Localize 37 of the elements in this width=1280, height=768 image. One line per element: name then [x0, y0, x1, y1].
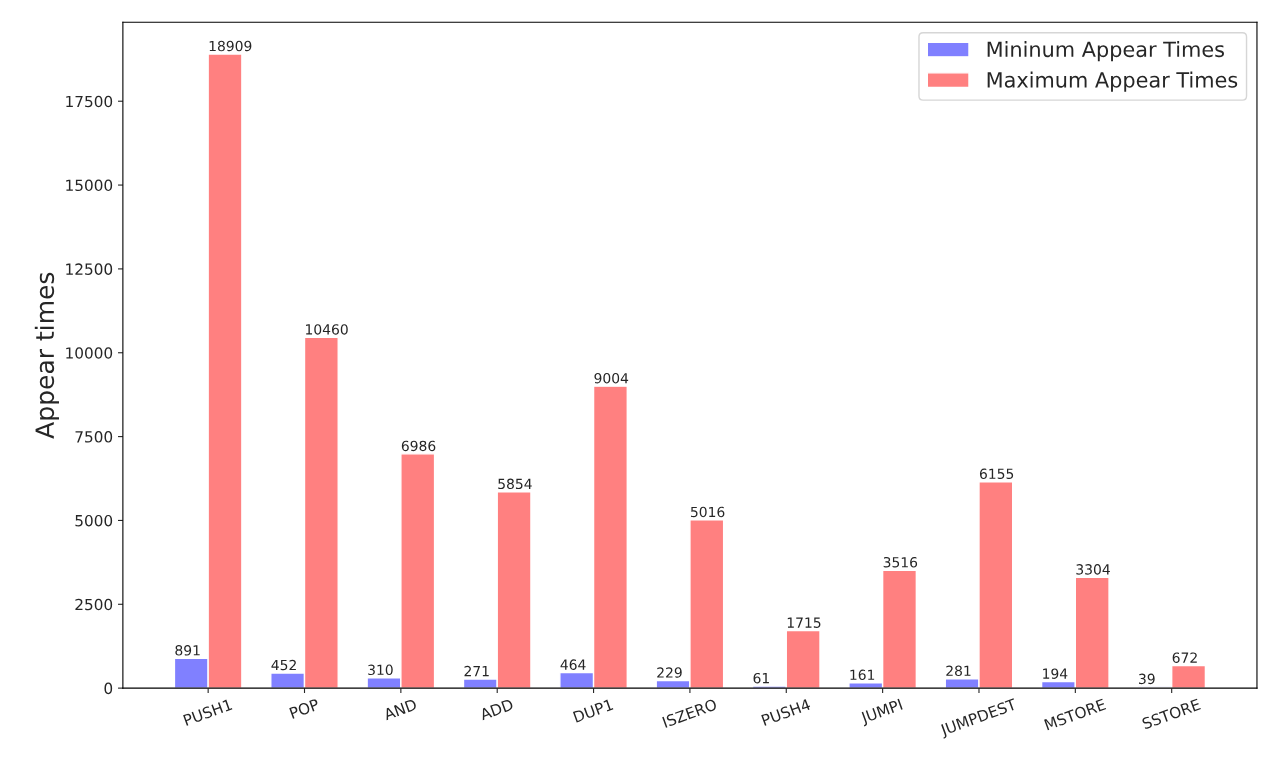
- y-tick-label: 17500: [66, 95, 113, 108]
- data-label: 61: [753, 672, 769, 684]
- data-label: 3516: [883, 557, 918, 568]
- data-label: 672: [1172, 652, 1197, 663]
- data-label: 891: [175, 645, 200, 656]
- y-tick-label: 12500: [66, 263, 113, 275]
- y-tick-label: 0: [104, 682, 113, 695]
- y-axis-title: Appear times: [34, 272, 59, 439]
- x-tick-label: AND: [382, 698, 418, 721]
- y-tick-label: 5000: [75, 514, 113, 527]
- data-label: 6986: [401, 440, 436, 452]
- data-label: 194: [1043, 668, 1068, 679]
- y-tick-label: 15000: [66, 179, 113, 192]
- data-label: 10460: [306, 324, 348, 335]
- x-tick-label: DUP1: [572, 698, 614, 723]
- data-label: 271: [464, 665, 489, 677]
- data-label: 18909: [209, 40, 252, 52]
- data-label: 6155: [979, 468, 1014, 480]
- data-label: 464: [560, 659, 586, 670]
- data-label: 229: [657, 667, 682, 678]
- data-label: 39: [1139, 673, 1155, 685]
- data-label: 310: [368, 664, 393, 676]
- x-tick-label: POP: [289, 698, 320, 719]
- legend-label: Maximum Appear Times: [987, 71, 1238, 92]
- data-label: 452: [271, 659, 296, 671]
- data-label: 1715: [787, 617, 821, 628]
- legend-label: Mininum Appear Times: [987, 41, 1224, 62]
- x-tick-label: ADD: [478, 698, 514, 721]
- data-label: 3304: [1076, 564, 1110, 575]
- y-tick-label: 7500: [75, 431, 113, 443]
- data-label: 5854: [498, 478, 532, 490]
- y-tick-label: 2500: [75, 598, 113, 611]
- data-label: 281: [946, 665, 971, 677]
- data-label: 161: [850, 669, 875, 681]
- data-label: 9004: [594, 372, 629, 384]
- y-tick-label: 10000: [66, 347, 113, 359]
- data-label: 5016: [690, 506, 725, 518]
